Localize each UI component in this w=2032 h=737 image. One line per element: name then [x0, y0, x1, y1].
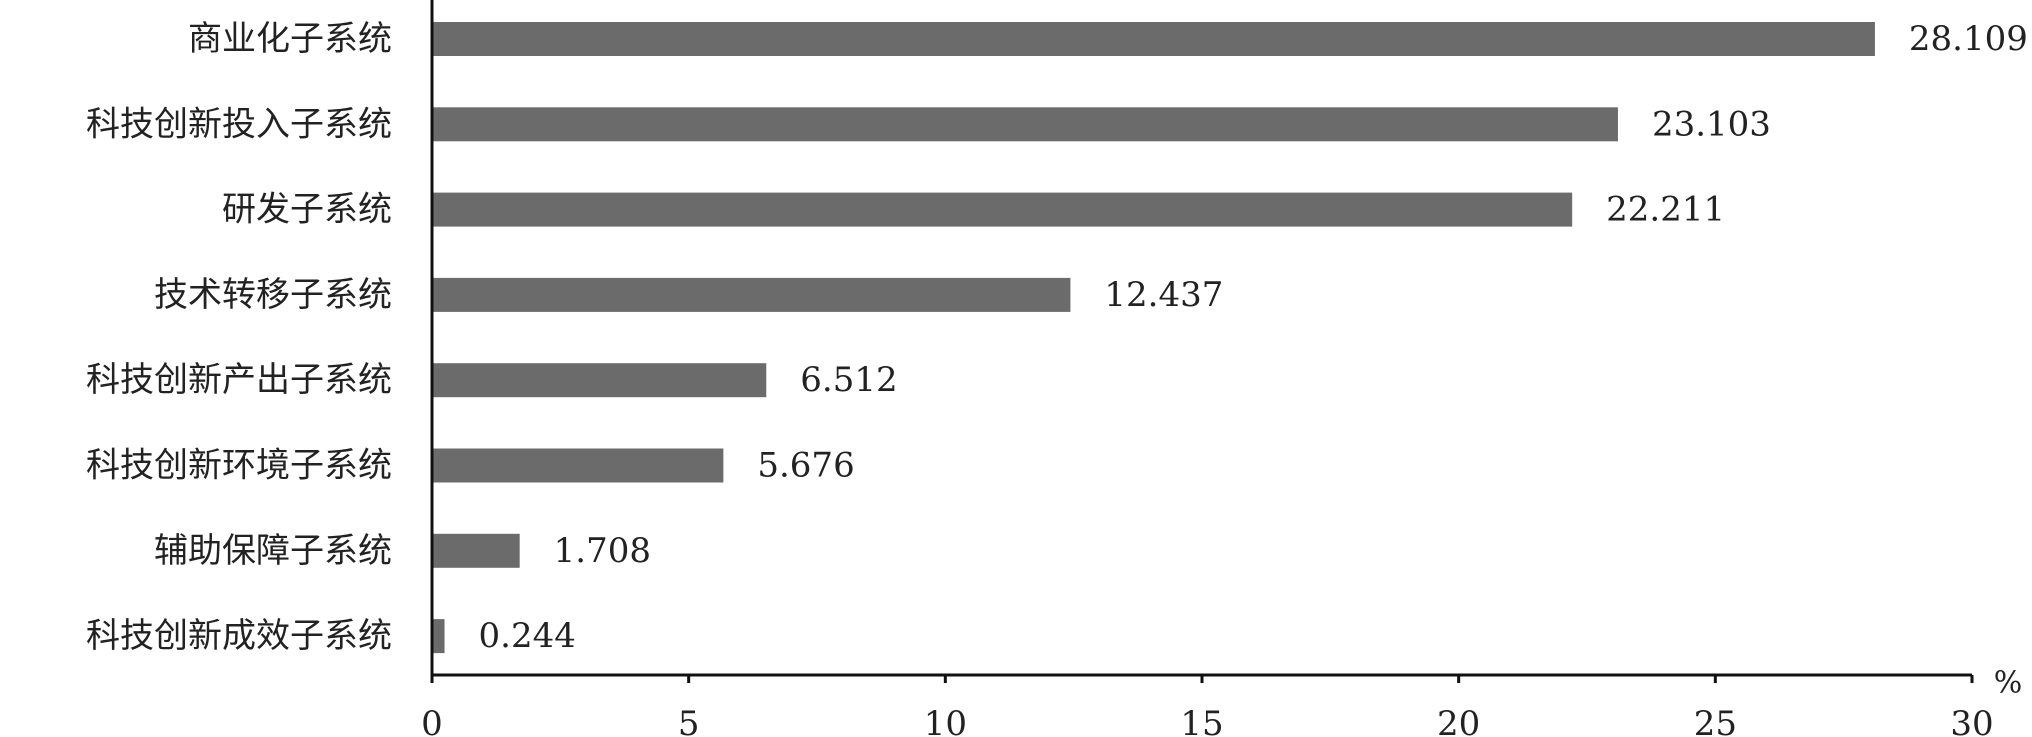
category-label-4: 科技创新产出子系统 — [86, 360, 392, 400]
x-tick-label-3: 15 — [1180, 704, 1223, 737]
bar-1 — [432, 107, 1618, 142]
x-ticks-layer: 0 5 10 15 20 25 30 — [421, 675, 1994, 737]
x-axis-unit-label: % — [1994, 666, 2023, 701]
category-label-6: 辅助保障子系统 — [154, 531, 392, 571]
bar-5 — [432, 448, 724, 483]
value-label-1: 23.103 — [1652, 104, 1771, 144]
category-label-0: 商业化子系统 — [188, 19, 392, 59]
value-label-7: 0.244 — [479, 616, 576, 656]
value-label-4: 6.512 — [800, 360, 897, 400]
labels-layer: 商业化子系统 28.109 科技创新投入子系统 23.103 研发子系统 22.211 技术… — [86, 19, 2028, 656]
value-label-0: 28.109 — [1909, 19, 2028, 59]
bar-6 — [432, 533, 520, 568]
x-tick-label-0: 0 — [421, 704, 443, 737]
bar-3 — [432, 277, 1071, 312]
x-tick-label-1: 5 — [678, 704, 700, 737]
category-label-3: 技术转移子系统 — [154, 275, 392, 315]
category-label-1: 科技创新投入子系统 — [86, 104, 392, 144]
category-label-2: 研发子系统 — [222, 190, 392, 230]
category-label-5: 科技创新环境子系统 — [86, 446, 392, 486]
x-tick-label-4: 20 — [1437, 704, 1480, 737]
x-tick-label-6: 30 — [1950, 704, 1993, 737]
x-tick-label-5: 25 — [1694, 704, 1737, 737]
bar-7 — [432, 619, 445, 654]
value-label-3: 12.437 — [1104, 275, 1223, 315]
x-tick-label-2: 10 — [924, 704, 967, 737]
value-label-2: 22.211 — [1606, 190, 1725, 230]
value-label-5: 5.676 — [757, 446, 854, 486]
bar-2 — [432, 192, 1573, 227]
category-label-7: 科技创新成效子系统 — [86, 616, 392, 656]
value-label-6: 1.708 — [554, 531, 651, 571]
bars-layer — [432, 22, 1875, 654]
bar-4 — [432, 363, 767, 398]
bar-0 — [432, 22, 1875, 56]
